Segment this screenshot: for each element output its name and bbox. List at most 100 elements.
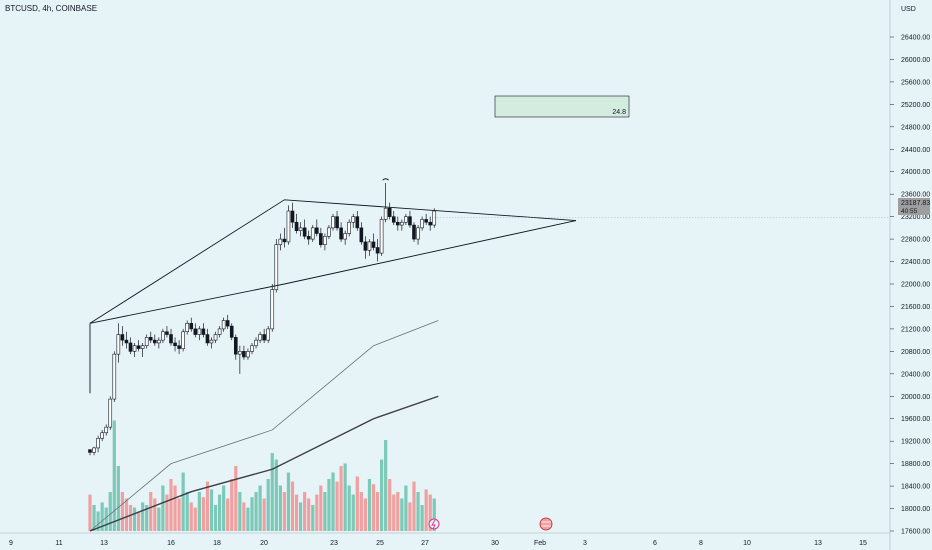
volume-bar <box>96 511 100 531</box>
triangle-upper-line[interactable] <box>89 199 577 324</box>
candle <box>306 235 311 240</box>
candle <box>355 216 360 229</box>
candle <box>310 227 315 240</box>
annotation-box[interactable]: 24.8 <box>494 95 630 118</box>
candle <box>197 328 202 335</box>
current-price-bg <box>898 198 930 215</box>
volume-bar <box>145 505 149 531</box>
price-tick-label: 20800.00 <box>901 349 930 356</box>
volume-bar <box>161 485 165 531</box>
time-tick-label: 16 <box>167 540 175 547</box>
volume-bar <box>331 472 335 531</box>
volume-bar <box>209 489 214 531</box>
volume-bar <box>128 505 133 531</box>
ma-slow-line <box>89 395 439 532</box>
candle <box>112 353 117 400</box>
candle <box>132 345 137 352</box>
candle <box>383 207 388 220</box>
volume-bar <box>347 485 351 531</box>
lightning-event-icon[interactable] <box>428 518 440 530</box>
candle <box>262 334 266 341</box>
candle <box>395 221 400 226</box>
volume-bar <box>323 492 327 531</box>
price-tick-label: 20400.00 <box>901 371 930 378</box>
price-tick-label: 19200.00 <box>901 439 930 446</box>
time-tick-label: 15 <box>859 540 867 547</box>
volume-bar <box>359 492 363 531</box>
volume-bar <box>88 494 92 531</box>
volume-bar <box>132 507 137 531</box>
volume-bar <box>367 479 372 531</box>
volume-bar <box>108 492 112 531</box>
annotation-rect[interactable] <box>494 95 630 118</box>
candle <box>157 339 161 344</box>
candle <box>234 337 238 355</box>
price-tick-label: 24800.00 <box>901 124 930 131</box>
volume-bar <box>181 472 185 531</box>
candle <box>314 227 319 234</box>
time-tick-label: 3 <box>583 540 587 547</box>
volume-bar <box>222 485 226 531</box>
volume-bar <box>246 507 250 531</box>
volume-bar <box>157 507 161 531</box>
ma-fast-line <box>89 320 439 532</box>
candle <box>161 331 165 341</box>
price-tick-label: 26400.00 <box>901 35 930 42</box>
time-tick-label: 9 <box>9 540 13 547</box>
volume-bar <box>218 494 222 531</box>
price-tick-label: 24400.00 <box>901 147 930 154</box>
volume-bar <box>282 492 286 531</box>
volume-bar <box>137 511 141 531</box>
price-tick-label: 22000.00 <box>901 282 930 289</box>
candle <box>100 432 104 439</box>
candle <box>424 219 428 223</box>
volume-bar <box>213 505 218 531</box>
time-tick-label: 20 <box>260 540 268 547</box>
volume-bar <box>400 498 404 531</box>
candle <box>420 219 424 229</box>
volume-bar <box>412 481 416 531</box>
candle <box>104 426 108 434</box>
time-tick-label: 18 <box>213 540 221 547</box>
volume-bar <box>299 502 303 531</box>
volume-bar <box>201 497 205 531</box>
candle <box>189 322 194 330</box>
volume-bar <box>141 502 145 531</box>
lightning-icon <box>431 519 436 530</box>
candle <box>266 328 271 341</box>
time-axis[interactable]: 9 11 13 16 18 20 23 25 27 30 Feb 3 6 8 10 13 15 <box>9 540 867 547</box>
time-tick-label: 8 <box>699 540 703 547</box>
volume-bar <box>100 502 104 531</box>
price-tick-label: 22800.00 <box>901 237 930 244</box>
price-axis[interactable]: USD 17600.00 18000.00 18400.00 18800.00 1920… <box>890 6 930 536</box>
candle <box>116 334 121 355</box>
candle <box>124 339 129 344</box>
us-flag-event-icon[interactable] <box>539 517 553 531</box>
current-price: 23187.83 <box>901 200 930 207</box>
price-tick-label: 18400.00 <box>901 484 930 491</box>
time-tick-label: Feb <box>534 540 546 547</box>
volume-bar <box>351 494 355 531</box>
volume-bar <box>120 492 124 531</box>
candle <box>177 345 181 349</box>
candle <box>270 289 275 330</box>
candle <box>351 216 356 223</box>
volume-bar <box>327 479 331 531</box>
volume-bar <box>116 466 120 531</box>
candle <box>193 328 198 335</box>
annotation-text: 24.8 <box>612 109 626 116</box>
volume-bar <box>278 485 282 531</box>
currency-label: USD <box>901 6 916 13</box>
candle <box>108 398 113 428</box>
volume-bar <box>274 459 278 531</box>
volume-bar <box>193 507 197 531</box>
candle <box>246 351 250 358</box>
volume-bar <box>258 485 262 531</box>
volume-bar <box>124 498 129 531</box>
candle <box>432 210 437 226</box>
triangle-lower-line[interactable] <box>89 220 577 324</box>
candle <box>428 221 433 226</box>
current-price-marker: 23187.83 40:55 <box>898 198 930 215</box>
candle <box>229 325 234 338</box>
